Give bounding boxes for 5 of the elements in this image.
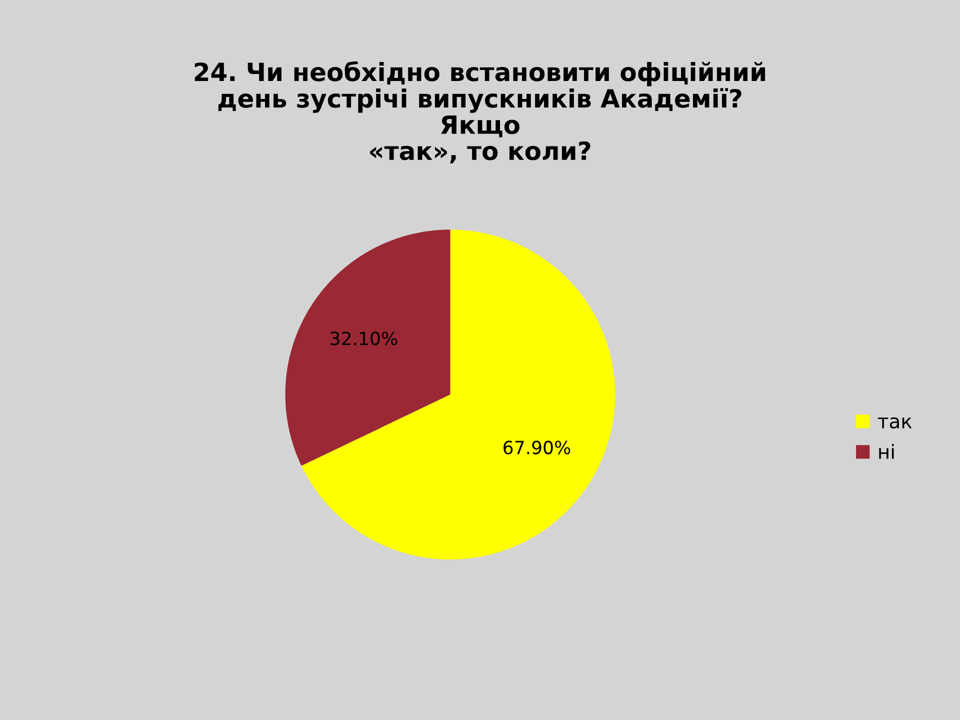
legend-label: ні (879, 444, 894, 459)
data-label: 67.90% (504, 440, 570, 454)
legend-label: так (878, 417, 912, 429)
chart-title: 24. Чи необхідно встановити офіційний день зустрічі випускників Академії? Якщо «так», то коли? (194, 61, 766, 164)
data-label: 32.10% (330, 332, 398, 346)
